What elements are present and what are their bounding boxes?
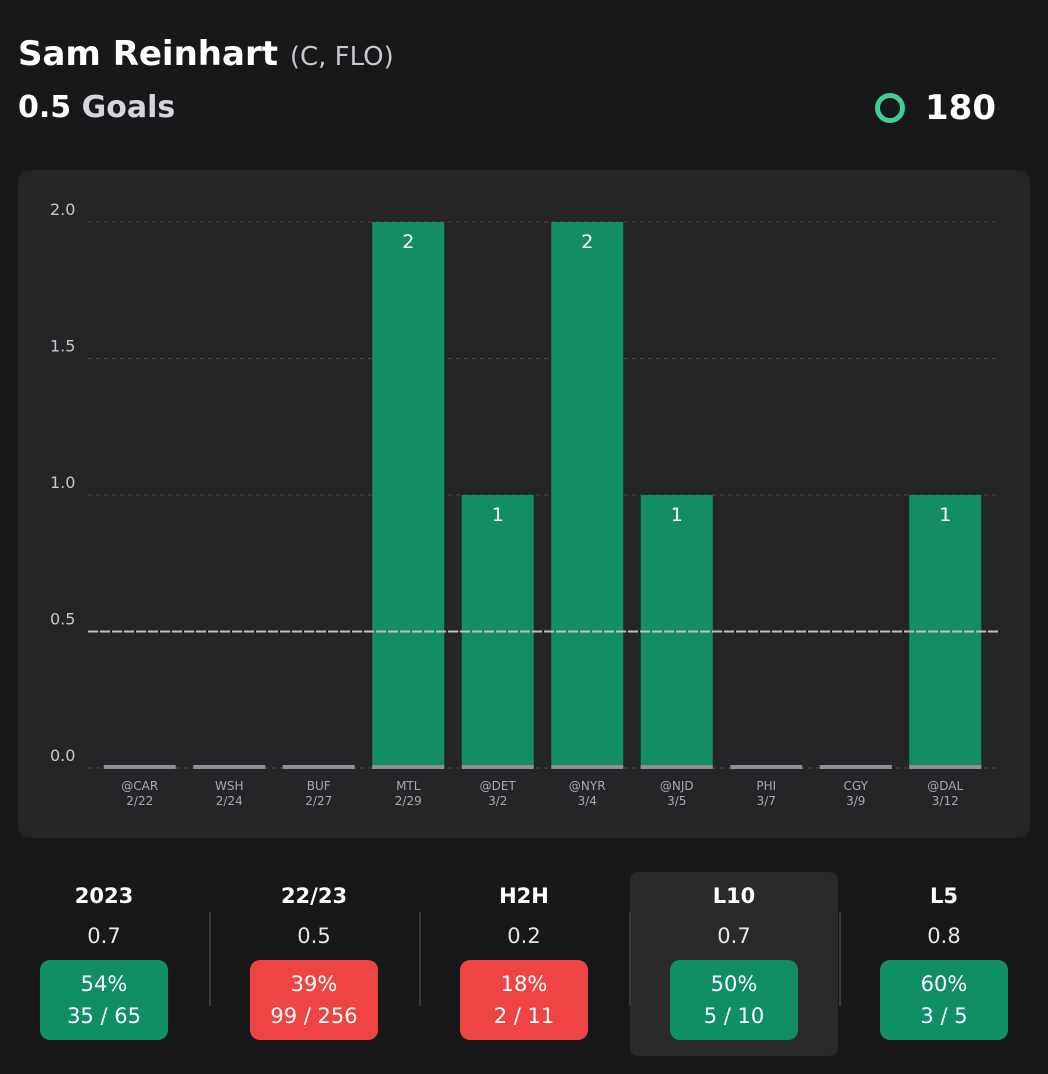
player-header: Sam Reinhart (C, FLO) bbox=[18, 34, 394, 74]
tab-average: 0.7 bbox=[717, 924, 751, 948]
x-tick-date: 2/24 bbox=[216, 794, 243, 808]
x-tick-label: @NYR bbox=[569, 779, 606, 793]
bar-value-label: 1 bbox=[671, 504, 683, 526]
hit-record: 5 / 10 bbox=[703, 1004, 765, 1028]
tab-separator bbox=[839, 912, 841, 1006]
tab-label: 22/23 bbox=[280, 884, 348, 908]
bar-value-label: 1 bbox=[492, 504, 504, 526]
stat-tab[interactable]: L5 0.8 60% 3 / 5 bbox=[840, 872, 1048, 1056]
tab-label: 2023 bbox=[74, 884, 134, 908]
y-tick-label: 0.5 bbox=[50, 610, 75, 629]
x-tick-label: MTL bbox=[396, 779, 421, 793]
stat-tab[interactable]: L10 0.7 50% 5 / 10 bbox=[630, 872, 838, 1056]
x-tick-date: 2/27 bbox=[305, 794, 332, 808]
tab-average: 0.5 bbox=[297, 924, 331, 948]
stat-tab[interactable]: H2H 0.2 18% 2 / 11 bbox=[420, 872, 628, 1056]
over-icon bbox=[875, 93, 906, 123]
bar-value-label: 2 bbox=[402, 231, 414, 253]
tab-average: 0.8 bbox=[927, 924, 961, 948]
x-tick-label: @CAR bbox=[121, 779, 158, 793]
hit-record: 2 / 11 bbox=[493, 1004, 555, 1028]
y-tick-label: 1.5 bbox=[50, 337, 75, 356]
hit-badge: 50% 5 / 10 bbox=[670, 960, 798, 1040]
player-position: (C, FLO) bbox=[289, 42, 394, 72]
bar bbox=[372, 222, 445, 768]
bar-base bbox=[730, 765, 803, 769]
tab-average: 0.2 bbox=[507, 924, 541, 948]
bar-base bbox=[909, 765, 982, 769]
prop-line: 0.5 Goals bbox=[18, 90, 175, 125]
tabs: 2023 0.7 54% 35 / 65 22/23 0.5 39% 99 / 256 H2H 0… bbox=[0, 872, 1048, 1056]
tab-separator bbox=[209, 912, 211, 1006]
y-tick-label: 1.0 bbox=[50, 473, 75, 492]
x-tick-date: 3/5 bbox=[667, 794, 686, 808]
hit-rate: 50% bbox=[710, 972, 758, 996]
x-tick-label: @NJD bbox=[660, 779, 694, 793]
player-name: Sam Reinhart bbox=[18, 34, 278, 74]
y-tick-label: 2.0 bbox=[50, 200, 75, 219]
x-tick-label: WSH bbox=[215, 779, 244, 793]
hit-rate: 39% bbox=[290, 972, 338, 996]
bar-base bbox=[461, 765, 534, 769]
odds[interactable]: 180 bbox=[875, 88, 996, 128]
stat-tab[interactable]: 2023 0.7 54% 35 / 65 bbox=[0, 872, 208, 1056]
hit-badge: 60% 3 / 5 bbox=[880, 960, 1008, 1040]
tab-separator bbox=[629, 912, 631, 1006]
hit-rate: 18% bbox=[500, 972, 548, 996]
hit-record: 3 / 5 bbox=[920, 1004, 968, 1028]
x-tick-label: CGY bbox=[844, 779, 869, 793]
stat-tab[interactable]: 22/23 0.5 39% 99 / 256 bbox=[210, 872, 418, 1056]
odds-value: 180 bbox=[925, 88, 996, 128]
hit-rate: 54% bbox=[80, 972, 128, 996]
bar-base bbox=[819, 765, 892, 769]
hit-badge: 18% 2 / 11 bbox=[460, 960, 588, 1040]
tab-label: L5 bbox=[930, 884, 958, 908]
bar-base bbox=[551, 765, 624, 769]
x-tick-label: PHI bbox=[756, 779, 776, 793]
x-tick-date: 3/7 bbox=[757, 794, 776, 808]
bar-base bbox=[103, 765, 176, 769]
x-tick-label: @DAL bbox=[927, 779, 963, 793]
x-tick-date: 3/4 bbox=[578, 794, 597, 808]
bar-value-label: 2 bbox=[581, 231, 593, 253]
bar-base bbox=[372, 765, 445, 769]
y-tick-label: 0.0 bbox=[50, 746, 75, 765]
bar bbox=[551, 222, 624, 768]
stat-name: Goals bbox=[81, 90, 176, 125]
x-tick-label: @DET bbox=[480, 779, 517, 793]
x-tick-date: 3/12 bbox=[932, 794, 959, 808]
tab-label: L10 bbox=[712, 884, 756, 908]
tab-average: 0.7 bbox=[87, 924, 121, 948]
x-tick-date: 2/22 bbox=[126, 794, 153, 808]
x-tick-label: BUF bbox=[307, 779, 331, 793]
hit-badge: 39% 99 / 256 bbox=[250, 960, 378, 1040]
line-value: 0.5 bbox=[18, 90, 72, 125]
bar-value-label: 1 bbox=[939, 504, 951, 526]
tab-separator bbox=[419, 912, 421, 1006]
x-tick-date: 3/2 bbox=[488, 794, 507, 808]
chart-panel: 0.0 0.5 1.0 1.5 2.0 @CAR 2/22 WSH 2/24 BUF 2/27 2 MT… bbox=[18, 170, 1030, 838]
hit-rate: 60% bbox=[920, 972, 968, 996]
bar-base bbox=[282, 765, 355, 769]
bar-base bbox=[193, 765, 266, 769]
hit-record: 35 / 65 bbox=[67, 1004, 141, 1028]
tab-label: H2H bbox=[499, 884, 549, 908]
x-tick-date: 3/9 bbox=[846, 794, 865, 808]
x-tick-date: 2/29 bbox=[395, 794, 422, 808]
hit-record: 99 / 256 bbox=[270, 1004, 358, 1028]
hit-badge: 54% 35 / 65 bbox=[40, 960, 168, 1040]
bar-base bbox=[640, 765, 713, 769]
